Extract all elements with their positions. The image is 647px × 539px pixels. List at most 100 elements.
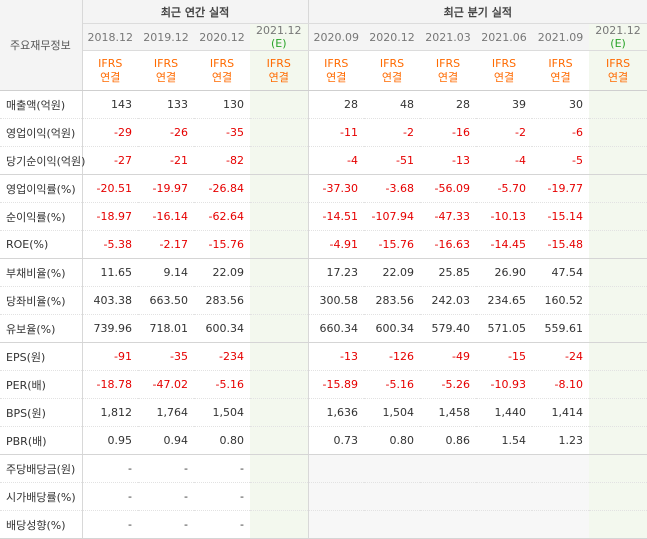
- table-cell: -234: [194, 342, 250, 371]
- consolidated-text: 연결: [268, 70, 289, 84]
- table-cell: [250, 258, 309, 287]
- ifrs-text: IFRS: [605, 56, 631, 70]
- row-label: PBR(배): [0, 426, 83, 455]
- row-label: 유보율(%): [0, 314, 83, 343]
- table-cell: -18.78: [82, 370, 138, 399]
- table-cell: 22.09: [364, 258, 421, 287]
- table-cell: -35: [138, 342, 194, 371]
- table-cell: [589, 314, 647, 343]
- consolidated-text: 연결: [607, 70, 629, 84]
- table-cell: -5.70: [476, 174, 533, 203]
- table-cell: -14.51: [308, 202, 365, 231]
- ifrs-consolidated-label: IFRS 연결: [364, 50, 421, 91]
- ifrs-consolidated-label: IFRS 연결: [250, 50, 309, 91]
- table-cell: [250, 370, 309, 399]
- table-cell: -47.02: [138, 370, 194, 399]
- table-cell: 25.85: [420, 258, 477, 287]
- table-cell: [589, 90, 647, 119]
- table-cell: [476, 510, 533, 539]
- row-label: 영업이익(억원): [0, 118, 83, 147]
- table-cell: 403.38: [82, 286, 138, 315]
- row-label: 매출액(억원): [0, 90, 83, 119]
- table-cell: -2: [476, 118, 533, 147]
- table-row: 시가배당률(%) - - -: [0, 482, 647, 511]
- ifrs-text: IFRS: [266, 56, 291, 70]
- table-cell: 130: [194, 90, 250, 119]
- table-cell: [250, 118, 309, 147]
- table-row: 당기순이익(억원) -27 -21 -82 -4 -51 -13 -4 -5: [0, 146, 647, 175]
- table-cell: 739.96: [82, 314, 138, 343]
- table-cell: 1,504: [364, 398, 421, 427]
- table-cell: -37.30: [308, 174, 365, 203]
- period-label: 2021.12: [595, 24, 641, 37]
- table-cell: 30: [532, 90, 590, 119]
- table-cell: 0.94: [138, 426, 194, 455]
- table-cell: -29: [82, 118, 138, 147]
- table-cell: 0.80: [194, 426, 250, 455]
- consolidated-text: 연결: [326, 70, 347, 84]
- table-cell: [420, 482, 477, 511]
- table-cell: -15.76: [194, 230, 250, 259]
- table-cell: [250, 426, 309, 455]
- table-cell: [589, 202, 647, 231]
- table-cell: 300.58: [308, 286, 365, 315]
- table-cell: -: [194, 510, 250, 539]
- table-cell: [364, 454, 421, 483]
- table-cell: [589, 118, 647, 147]
- table-cell: 579.40: [420, 314, 477, 343]
- ifrs-text: IFRS: [209, 56, 235, 70]
- table-cell: [589, 146, 647, 175]
- consolidated-text: 연결: [100, 70, 121, 84]
- table-cell: 0.80: [364, 426, 421, 455]
- table-cell: 28: [420, 90, 477, 119]
- period-label: 2021.03: [425, 30, 471, 44]
- ifrs-text: IFRS: [548, 56, 573, 70]
- table-cell: 1.54: [476, 426, 533, 455]
- table-cell: -6: [532, 118, 590, 147]
- table-cell: 660.34: [308, 314, 365, 343]
- table-cell: -15.14: [532, 202, 590, 231]
- consolidated-text: 연결: [437, 70, 459, 84]
- table-cell: 571.05: [476, 314, 533, 343]
- table-cell: [532, 510, 590, 539]
- table-cell: -56.09: [420, 174, 477, 203]
- table-cell: 283.56: [194, 286, 250, 315]
- table-cell: [250, 286, 309, 315]
- period-label: 2021.06: [481, 30, 527, 44]
- table-cell: -5.16: [364, 370, 421, 399]
- row-label: 순이익률(%): [0, 202, 83, 231]
- table-cell: [250, 90, 309, 119]
- table-cell: -10.13: [476, 202, 533, 231]
- table-cell: [589, 426, 647, 455]
- table-cell: -19.77: [532, 174, 590, 203]
- table-cell: 39: [476, 90, 533, 119]
- period-label: 2021.09: [537, 30, 584, 44]
- ifrs-consolidated-label: IFRS 연결: [589, 50, 647, 91]
- table-cell: -: [194, 482, 250, 511]
- table-cell: 48: [364, 90, 421, 119]
- table-cell: -3.68: [364, 174, 421, 203]
- table-cell: 1,504: [194, 398, 250, 427]
- table-cell: -2.17: [138, 230, 194, 259]
- consolidated-text: 연결: [381, 70, 403, 84]
- table-cell: 663.50: [138, 286, 194, 315]
- ifrs-consolidated-label: IFRS 연결: [476, 50, 533, 91]
- table-row: 주당배당금(원) - - -: [0, 454, 647, 483]
- item-column-header: 주요재무정보: [0, 0, 83, 91]
- ifrs-consolidated-label: IFRS 연결: [194, 50, 250, 91]
- table-cell: [250, 314, 309, 343]
- table-cell: -91: [82, 342, 138, 371]
- period-header-annual: 2019.12: [138, 23, 194, 51]
- table-cell: 0.73: [308, 426, 365, 455]
- row-label: 부채비율(%): [0, 258, 83, 287]
- table-cell: -16.63: [420, 230, 477, 259]
- ifrs-text: IFRS: [98, 56, 123, 70]
- table-row: BPS(원) 1,812 1,764 1,504 1,636 1,504 1,458 1,44…: [0, 398, 647, 427]
- table-cell: [308, 482, 365, 511]
- table-cell: [589, 398, 647, 427]
- table-cell: 28: [308, 90, 365, 119]
- table-cell: 1,440: [476, 398, 533, 427]
- row-label: BPS(원): [0, 398, 83, 427]
- table-cell: [532, 482, 590, 511]
- ifrs-text: IFRS: [435, 56, 461, 70]
